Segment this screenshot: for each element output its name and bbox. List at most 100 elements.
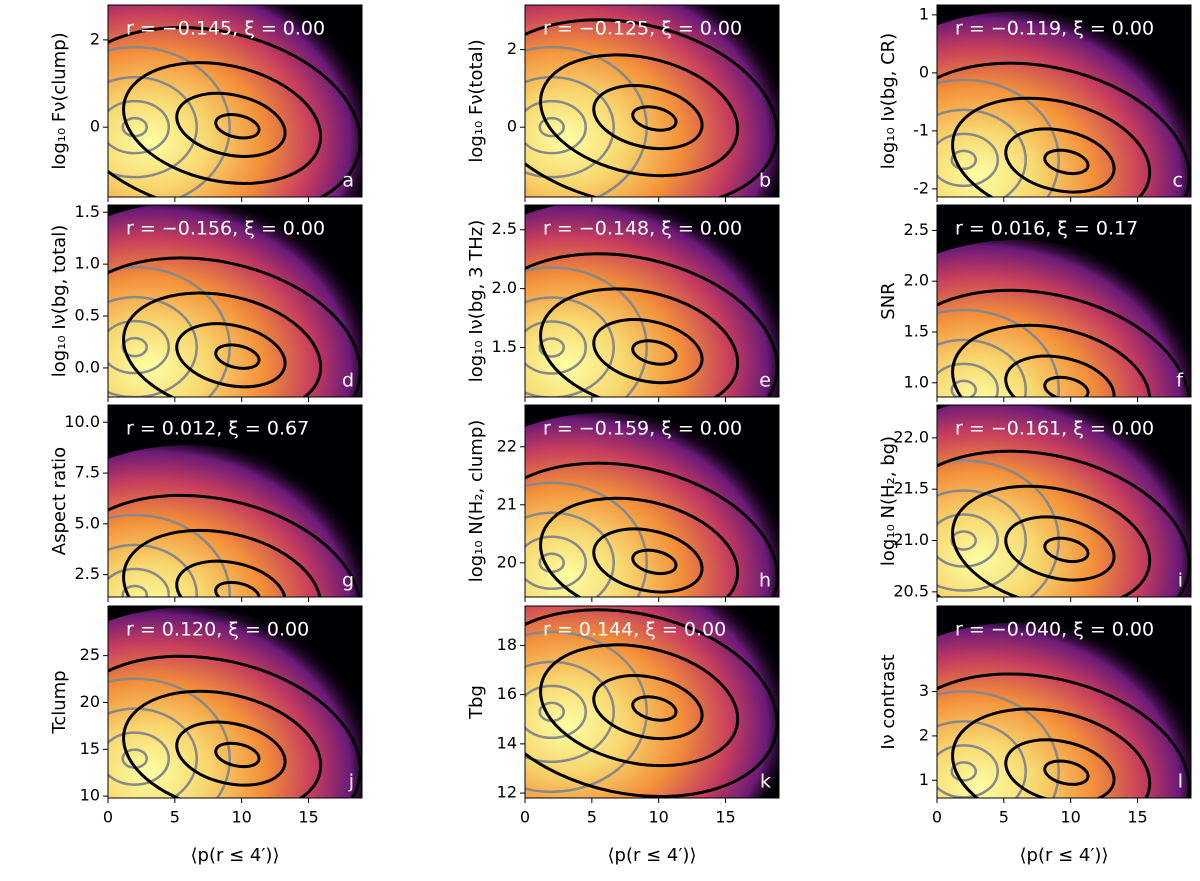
x-tick-label: 10	[1061, 808, 1081, 827]
density-map	[108, 445, 362, 597]
black-contour	[525, 18, 779, 197]
panel: 20 21 22 log₁₀ N(H₂, clump) r = −0.159, ξ = …	[466, 404, 780, 602]
grey-contour	[525, 296, 615, 397]
y-tick-label: 1.0	[904, 372, 929, 391]
grey-contour	[937, 513, 999, 568]
plot-area	[525, 5, 779, 197]
black-contour	[214, 113, 261, 140]
black-contour	[1043, 759, 1090, 786]
y-tick-label: 25	[80, 645, 100, 664]
grey-contour	[538, 116, 565, 138]
black-contour	[108, 256, 362, 397]
annotation: r = −0.148, ξ = 0.00	[543, 218, 742, 240]
black-contour	[631, 548, 678, 576]
y-tick-label: 1	[919, 4, 929, 23]
plot-area	[525, 205, 779, 397]
plot-area	[937, 5, 1191, 197]
panel-letter: e	[759, 370, 771, 392]
black-contour	[937, 288, 1191, 397]
grey-contour	[937, 132, 999, 188]
y-tick-label: 0	[90, 117, 100, 136]
black-contour	[951, 707, 1152, 798]
black-contour	[175, 91, 287, 158]
plot-area	[108, 606, 362, 798]
panel-letter: k	[760, 771, 771, 793]
black-contour	[937, 449, 1191, 597]
black-contour	[937, 672, 1191, 798]
y-axis-label: SNR	[878, 282, 899, 319]
black-contour	[108, 654, 362, 798]
black-contour	[592, 318, 704, 385]
black-contour	[214, 343, 261, 370]
grey-contour	[538, 337, 565, 358]
y-tick-label: 0.0	[75, 357, 100, 376]
grey-contour	[121, 336, 148, 358]
grey-contour	[108, 567, 170, 597]
plot-area	[937, 606, 1191, 798]
black-contour	[1004, 127, 1116, 194]
x-tick-label: 15	[1127, 808, 1147, 827]
frame	[524, 404, 780, 598]
y-tick-label: 20	[80, 692, 100, 711]
panel: 1.0 1.5 2.0 2.5 SNR r = 0.016, ξ = 0.17 f	[878, 204, 1192, 402]
y-axis-label: log₁₀ Fν(total)	[466, 39, 487, 162]
x-tick-label: 0	[932, 808, 942, 827]
x-tick-label: 15	[715, 808, 735, 827]
frame	[936, 404, 1192, 598]
black-contour	[951, 96, 1152, 197]
density-map	[937, 622, 1191, 798]
plot-area	[108, 405, 362, 597]
frame	[524, 4, 780, 198]
panel: 10 15 20 25 0 5 10 15 ⟨p(r ≤ 4′)⟩ Tclump r = 0.120…	[49, 605, 363, 866]
black-contour	[1043, 148, 1090, 176]
black-contour	[108, 493, 362, 597]
y-tick-label: 18	[497, 635, 517, 654]
y-axis-label: log₁₀ Iν(bg, 3 THz)	[466, 220, 487, 382]
y-tick-label: 21	[497, 494, 517, 513]
black-contour	[525, 252, 779, 397]
y-tick-label: -2	[913, 178, 929, 197]
y-tick-label: 1.0	[75, 254, 100, 273]
y-tick-label: 21.5	[893, 479, 929, 498]
grey-contour	[108, 677, 231, 798]
grey-contour	[950, 379, 977, 397]
panel: 0.0 0.5 1.0 1.5 log₁₀ Iν(bg, total) r = −0.15…	[49, 202, 363, 402]
grey-contour	[108, 707, 198, 798]
black-contour	[1043, 375, 1090, 397]
black-contour	[525, 461, 779, 597]
x-tick-label: 5	[170, 808, 180, 827]
grey-contour	[525, 684, 587, 740]
y-tick-label: 10	[80, 786, 100, 805]
panel-letter: i	[1178, 570, 1183, 592]
black-contour	[1043, 536, 1090, 564]
grey-contour	[108, 265, 231, 397]
y-axis-label: log₁₀ Iν(bg, CR)	[878, 33, 899, 169]
black-contour	[539, 496, 740, 597]
black-contour	[592, 84, 704, 151]
panel-letter: a	[342, 170, 354, 192]
y-tick-label: 10.0	[64, 412, 100, 431]
y-tick-label: 22	[497, 436, 517, 455]
grey-contour	[108, 543, 198, 597]
grey-contour	[525, 630, 648, 794]
black-contour	[631, 105, 678, 132]
x-axis-label: ⟨p(r ≤ 4′)⟩	[1020, 845, 1109, 866]
density-map	[108, 205, 362, 397]
y-tick-label: 1.5	[75, 202, 100, 221]
annotation: r = 0.016, ξ = 0.17	[955, 218, 1138, 240]
grey-contour	[525, 481, 648, 597]
grey-contour	[108, 513, 231, 597]
density-map	[525, 412, 779, 597]
y-tick-label: 0.5	[75, 306, 100, 325]
grey-contour	[121, 584, 148, 597]
black-contour	[539, 643, 740, 768]
black-contour	[175, 720, 287, 787]
black-contour	[951, 484, 1152, 597]
y-tick-label: -1	[913, 120, 929, 139]
panel: 1.5 2.0 2.5 log₁₀ Iν(bg, 3 THz) r = −0.148, …	[466, 204, 780, 402]
y-tick-label: 2.5	[492, 219, 517, 238]
panel: -2 -1 0 1 log₁₀ Iν(bg, CR) r = −0.119, ξ = 0.…	[878, 4, 1192, 202]
black-contour	[631, 695, 678, 722]
